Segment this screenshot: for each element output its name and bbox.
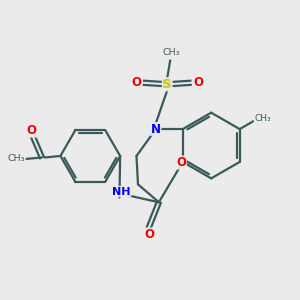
- Text: CH₃: CH₃: [163, 48, 181, 57]
- Text: N: N: [151, 123, 161, 136]
- Text: O: O: [131, 76, 142, 89]
- Text: O: O: [26, 124, 37, 137]
- Text: O: O: [144, 228, 154, 241]
- Text: CH₃: CH₃: [254, 114, 271, 123]
- Text: NH: NH: [112, 187, 131, 196]
- Text: O: O: [193, 76, 203, 89]
- Text: S: S: [162, 78, 172, 91]
- Text: CH₃: CH₃: [8, 154, 25, 164]
- Text: O: O: [176, 156, 186, 169]
